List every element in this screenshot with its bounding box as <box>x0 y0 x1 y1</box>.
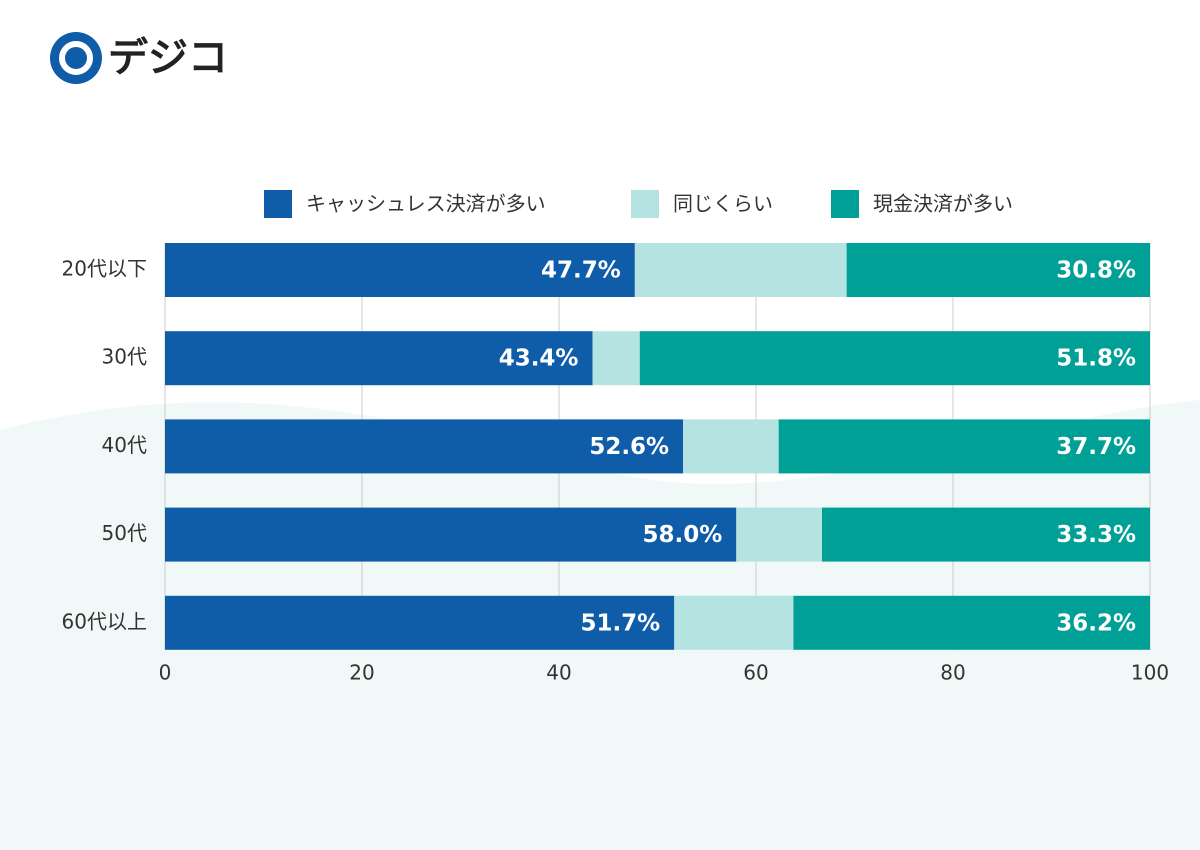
logo-text: デジコ <box>108 35 228 81</box>
y-tick-label: 50代 <box>102 521 147 545</box>
y-tick-label: 20代以下 <box>62 257 147 281</box>
legend-swatch <box>631 190 659 218</box>
x-tick-label: 0 <box>159 661 172 685</box>
y-tick-label: 40代 <box>102 433 147 457</box>
x-tick-label: 20 <box>349 661 374 685</box>
y-tick-label: 30代 <box>102 345 147 369</box>
bar-segment <box>778 419 1150 474</box>
value-label: 30.8% <box>1056 258 1136 284</box>
logo-icon-ring <box>59 41 93 75</box>
legend-label: 同じくらい <box>673 192 773 216</box>
bar-segment <box>165 243 635 297</box>
y-tick-label: 60代以上 <box>62 609 147 633</box>
value-label: 52.6% <box>589 434 669 460</box>
bar-segment <box>165 595 675 650</box>
bar-segment <box>821 507 1150 562</box>
bar-segment <box>736 507 822 562</box>
value-label: 51.7% <box>580 610 660 636</box>
legend-swatch <box>264 190 292 218</box>
bar-segment <box>846 243 1150 297</box>
legend-label: 現金決済が多い <box>873 192 1013 216</box>
bar-segment <box>592 331 640 386</box>
logo-icon <box>50 32 102 84</box>
bar-segment <box>639 331 1150 386</box>
value-label: 33.3% <box>1056 522 1136 548</box>
bar-segment <box>793 595 1150 650</box>
value-label: 36.2% <box>1056 610 1136 636</box>
value-label: 37.7% <box>1056 434 1136 460</box>
value-label: 43.4% <box>499 346 579 372</box>
value-label: 58.0% <box>643 522 723 548</box>
x-tick-label: 60 <box>743 661 768 685</box>
bar-segment <box>683 419 779 474</box>
bar-segment <box>634 243 847 297</box>
value-label: 47.7% <box>541 258 621 284</box>
bar-segment <box>165 507 737 562</box>
bar-segment <box>674 595 794 650</box>
x-tick-label: 80 <box>940 661 965 685</box>
bar-segment <box>165 419 684 474</box>
legend-swatch <box>831 190 859 218</box>
value-label: 51.8% <box>1056 346 1136 372</box>
bar-segment <box>165 331 593 386</box>
x-tick-label: 40 <box>546 661 571 685</box>
legend-label: キャッシュレス決済が多い <box>306 192 546 216</box>
x-tick-label: 100 <box>1131 661 1169 685</box>
